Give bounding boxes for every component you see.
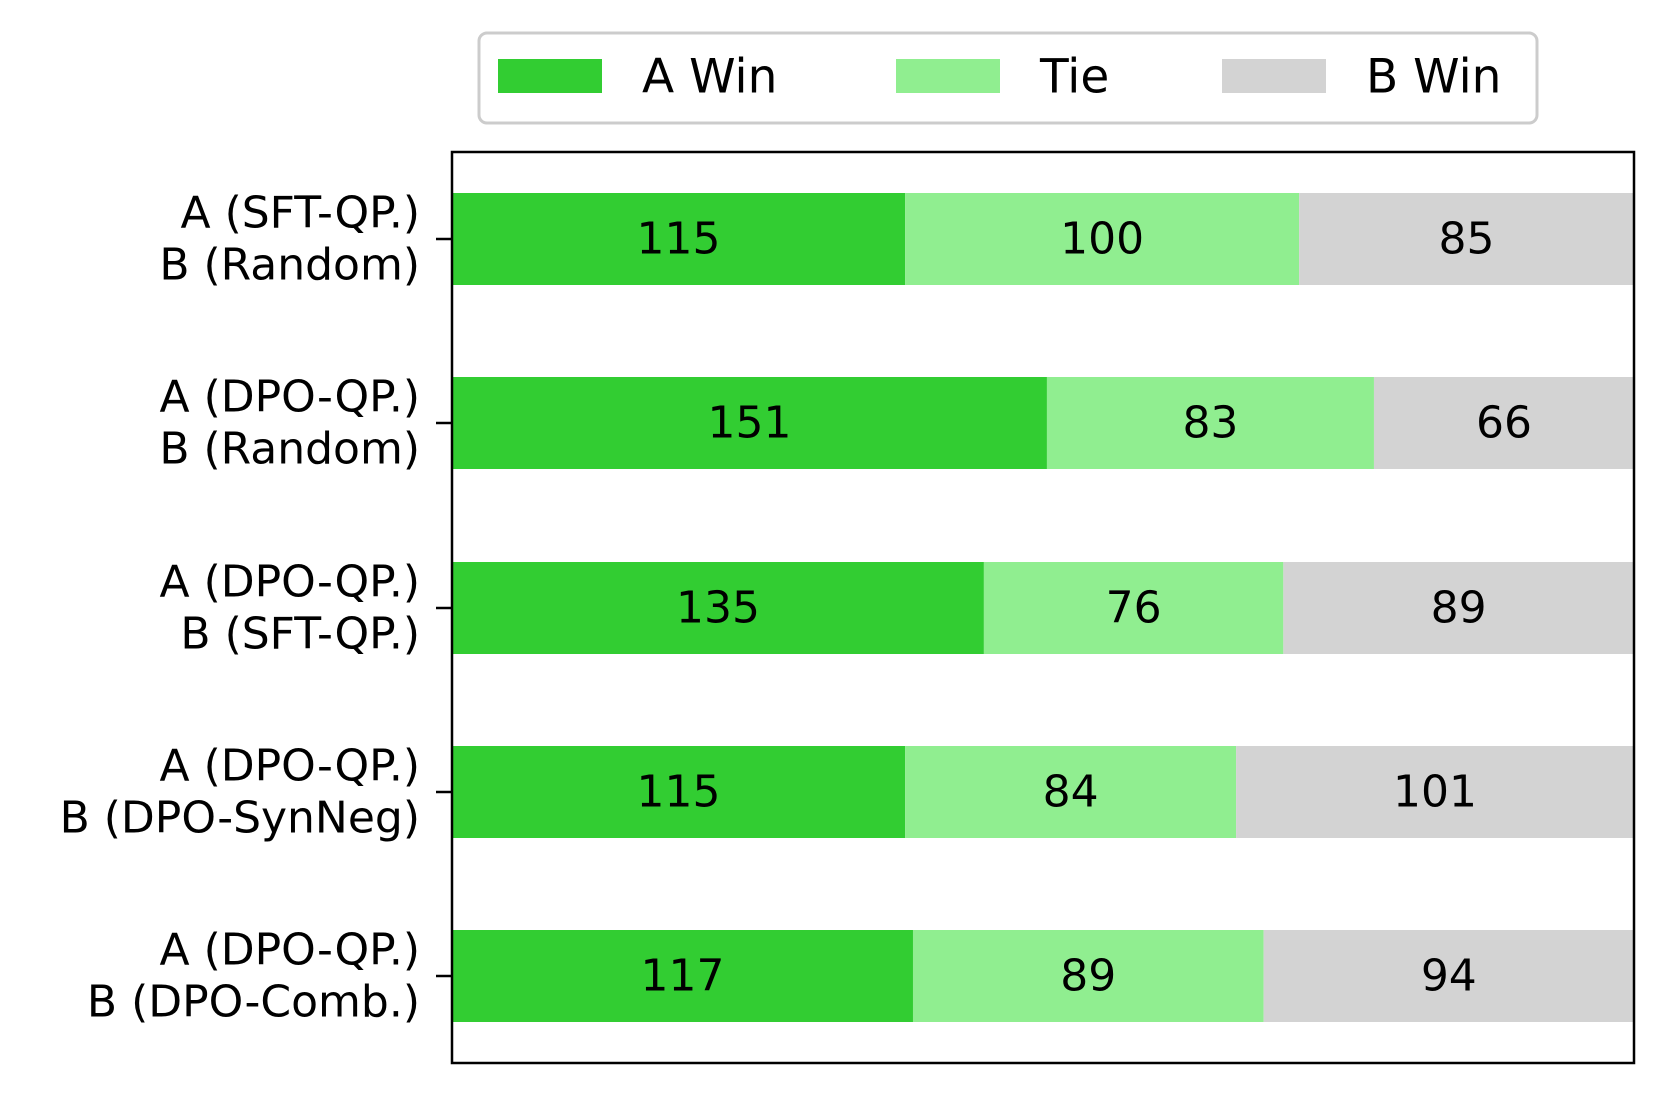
bar-value-label: 135 xyxy=(676,583,760,634)
bar-value-label: 76 xyxy=(1106,583,1162,634)
legend-swatch-tie xyxy=(896,59,1000,93)
y-tick-label-line: A (SFT-QP.) xyxy=(180,188,420,239)
y-tick-label-line: B (DPO-Comb.) xyxy=(87,977,420,1028)
axes-frame xyxy=(450,150,1636,1065)
y-tick-label: A (SFT-QP.) B (Random) xyxy=(159,188,420,291)
legend-label: Tie xyxy=(1039,50,1109,105)
y-axis-labels: A (SFT-QP.) B (Random)A (DPO-QP.) B (Rando… xyxy=(60,188,452,1028)
legend-label: A Win xyxy=(642,50,777,105)
legend-frame xyxy=(477,31,1539,125)
bar-value-label: 85 xyxy=(1439,214,1495,265)
bar-value-label: 94 xyxy=(1421,951,1477,1002)
bar-value-label: 117 xyxy=(640,951,724,1002)
bar-segment-a-win-0 xyxy=(452,193,906,285)
y-tick-label-line: A (DPO-QP.) xyxy=(160,557,420,608)
legend-label: B Win xyxy=(1366,50,1501,105)
bar-segment-b-win-3 xyxy=(1236,746,1634,838)
y-tick-label: A (DPO-QP.) B (DPO-SynNeg) xyxy=(60,741,420,844)
y-tick-label-line: B (DPO-SynNeg) xyxy=(60,793,420,844)
bar-value-label: 89 xyxy=(1431,583,1487,634)
bar-segment-a-win-3 xyxy=(452,746,906,838)
bar-segment-tie-2 xyxy=(983,562,1284,654)
bar-value-label: 101 xyxy=(1393,767,1477,818)
bar-value-label: 89 xyxy=(1060,951,1116,1002)
y-tick-label: A (DPO-QP.) B (DPO-Comb.) xyxy=(87,925,420,1028)
bar-segment-b-win-4 xyxy=(1263,930,1634,1022)
bar-value-label: 151 xyxy=(707,398,791,449)
y-tick-label-line: B (Random) xyxy=(159,240,420,291)
bar-value-label: 115 xyxy=(637,767,721,818)
bar-segment-tie-3 xyxy=(905,746,1237,838)
bar-value-label: 115 xyxy=(637,214,721,265)
bar-segment-b-win-0 xyxy=(1299,193,1634,285)
y-tick-label-line: B (SFT-QP.) xyxy=(180,609,420,660)
bar-segment-b-win-1 xyxy=(1373,377,1634,469)
y-tick-label: A (DPO-QP.) B (Random) xyxy=(159,372,420,475)
y-tick-label-line: B (Random) xyxy=(159,424,420,475)
bars-group: 115 100 85 151 83 66 135 76 89 115 84 101 117 89 94 xyxy=(452,193,1634,1022)
bar-value-label: 100 xyxy=(1060,214,1144,265)
legend-swatch-b-win xyxy=(1222,59,1326,93)
bar-value-label: 66 xyxy=(1476,398,1532,449)
bar-segment-a-win-1 xyxy=(452,377,1047,469)
y-tick-label-line: A (DPO-QP.) xyxy=(160,925,420,976)
bar-segment-tie-0 xyxy=(905,193,1300,285)
bar-segment-b-win-2 xyxy=(1283,562,1634,654)
y-tick-label: A (DPO-QP.) B (SFT-QP.) xyxy=(160,557,420,660)
bar-segment-tie-1 xyxy=(1046,377,1374,469)
bar-segment-a-win-2 xyxy=(452,562,984,654)
legend: A Win Tie B Win xyxy=(477,31,1539,125)
y-tick-label-line: A (DPO-QP.) xyxy=(160,741,420,792)
bar-segment-a-win-4 xyxy=(452,930,913,1022)
bar-value-label: 83 xyxy=(1182,398,1238,449)
y-tick-label-line: A (DPO-QP.) xyxy=(160,372,420,423)
bar-segment-tie-4 xyxy=(912,930,1264,1022)
legend-swatch-a-win xyxy=(498,59,602,93)
bar-value-label: 84 xyxy=(1043,767,1099,818)
